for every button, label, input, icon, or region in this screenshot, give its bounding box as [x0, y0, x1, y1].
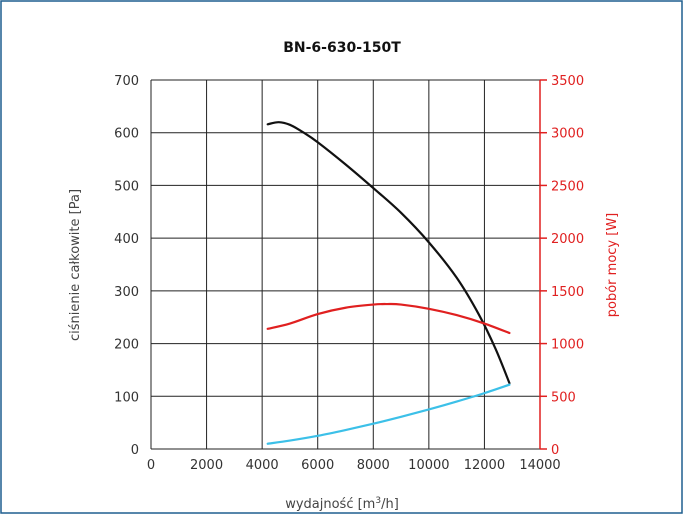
y-axis-label-left: ciśnienie całkowite [Pa]	[68, 189, 83, 341]
x-tick-label: 6000	[301, 458, 334, 473]
y-left-tick-label: 400	[114, 232, 139, 247]
y-right-tick-label: 1000	[551, 338, 584, 353]
series-line-pressure	[266, 121, 511, 385]
y-right-tick-label: 500	[551, 390, 576, 405]
y-right-tick-label: 2000	[551, 232, 584, 247]
y-left-tick-label: 600	[114, 127, 139, 142]
grid	[150, 79, 541, 450]
x-tick-label: 0	[147, 458, 155, 473]
data-lines	[266, 121, 511, 445]
y-left-tick-label: 100	[114, 390, 139, 405]
x-tick-label: 14000	[519, 458, 560, 473]
ticks: 0 2000 4000 6000 8000 10000 12000 1400001002003…	[114, 74, 584, 473]
x-axis-label-base: wydajność [m	[285, 497, 375, 512]
chart-title: BN-6-630-150T	[283, 40, 401, 56]
series-line-system	[266, 383, 511, 445]
x-axis-label: wydajność [m3/h]	[285, 496, 399, 512]
y-right-tick-label: 3500	[551, 74, 584, 89]
y-right-tick-label: 0	[551, 443, 559, 458]
series-line-power	[266, 302, 511, 335]
y-left-tick-label: 200	[114, 338, 139, 353]
x-axis-label-sup: 3	[375, 496, 381, 506]
y-left-tick-label: 500	[114, 179, 139, 194]
x-tick-label: 2000	[190, 458, 223, 473]
y-left-tick-label: 0	[131, 443, 139, 458]
x-tick-label: 8000	[357, 458, 390, 473]
x-tick-label: 10000	[408, 458, 449, 473]
y-axis-label-right: pobór mocy [W]	[605, 213, 620, 317]
x-tick-label: 12000	[464, 458, 505, 473]
x-axis-label-tail: /h]	[381, 497, 399, 512]
x-tick-label: 4000	[246, 458, 279, 473]
y-right-tick-label: 2500	[551, 179, 584, 194]
y-right-tick-label: 1500	[551, 285, 584, 300]
y-left-tick-label: 700	[114, 74, 139, 89]
y-right-tick-label: 3000	[551, 127, 584, 142]
y-left-tick-label: 300	[114, 285, 139, 300]
